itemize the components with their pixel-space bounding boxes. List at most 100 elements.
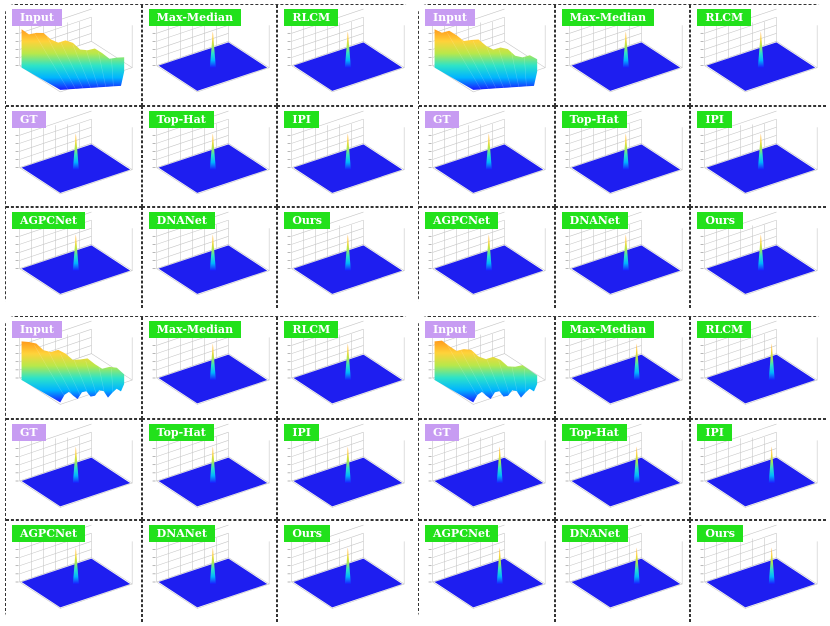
target-spike [706, 133, 816, 193]
panel-ipi: IPI [277, 418, 413, 521]
rlcm-3d-plot [700, 320, 819, 405]
target-peak [622, 133, 629, 170]
label-top-hat: Top-Hat [148, 111, 214, 128]
axes [152, 320, 270, 405]
label-top-hat: Top-Hat [561, 423, 627, 441]
panel-gt: GT [419, 106, 555, 207]
top-hat-3d-plot [565, 423, 683, 508]
max-median-3d-plot [152, 8, 270, 93]
input-3d-plot [428, 320, 546, 405]
panel-dnanet: DNANet [141, 207, 278, 308]
axes [15, 423, 133, 508]
axes [565, 423, 683, 508]
axes [565, 211, 683, 296]
target-spike [158, 343, 267, 404]
axes [700, 423, 819, 508]
top-hat-3d-plot [152, 110, 270, 195]
panel-top-hat: Top-Hat [554, 106, 691, 207]
label-input: Input [425, 9, 475, 26]
target-peak [209, 547, 216, 585]
label-ipi: IPI [284, 111, 319, 128]
label-rlcm: RLCM [284, 321, 339, 338]
target-peak [209, 343, 216, 381]
label-agpcnet: AGPCNet [425, 525, 499, 543]
panel-top-hat: Top-Hat [141, 106, 278, 207]
panel-ipi: IPI [690, 106, 826, 207]
axes [287, 320, 406, 405]
panel-gt: GT [6, 106, 142, 207]
scene-group-bottom-right: Input Max-Median RLCM GT Top-Hat IPI AGPCNet DN… [418, 316, 826, 622]
panel-gt: GT [419, 418, 555, 521]
target-peak [209, 445, 216, 483]
scene-group-top-left: Input Max-Median RLCM GT Top-Hat IPI AGPCNet DN… [5, 4, 413, 308]
target-peak [345, 31, 352, 68]
max-median-3d-plot [565, 320, 683, 405]
dnanet-3d-plot [565, 525, 683, 610]
panel-agpcnet: AGPCNet [419, 207, 555, 308]
label-ipi: IPI [697, 111, 732, 128]
target-spike [293, 343, 403, 404]
panel-dnanet: DNANet [554, 207, 691, 308]
ipi-3d-plot [700, 110, 819, 195]
intensity-surface [21, 29, 125, 90]
intensity-surface [434, 340, 538, 403]
target-spike [158, 133, 267, 193]
target-peak [72, 547, 79, 585]
agpcnet-3d-plot [428, 211, 546, 296]
ours-3d-plot [287, 211, 406, 296]
axes [287, 423, 406, 508]
panel-max-median: Max-Median [141, 5, 278, 106]
panel-agpcnet: AGPCNet [419, 520, 555, 622]
label-ipi: IPI [284, 423, 319, 441]
target-spike [571, 133, 680, 193]
target-peak [209, 31, 216, 68]
target-spike [293, 133, 403, 193]
gt-3d-plot [428, 423, 546, 508]
target-peak [633, 547, 640, 585]
axes [287, 110, 406, 195]
target-peak [496, 547, 503, 585]
intensity-surface [21, 341, 125, 403]
label-dnanet: DNANet [561, 212, 628, 229]
panel-ipi: IPI [277, 106, 413, 207]
label-agpcnet: AGPCNet [12, 525, 86, 543]
panel-rlcm: RLCM [690, 317, 826, 419]
target-spike [21, 133, 131, 193]
label-ours: Ours [697, 212, 743, 229]
flat-response-plane [434, 558, 544, 608]
rlcm-3d-plot [287, 8, 406, 93]
panel-input: Input [6, 317, 142, 419]
label-rlcm: RLCM [284, 9, 339, 26]
target-peak [485, 133, 492, 170]
label-gt: GT [425, 423, 459, 441]
panel-dnanet: DNANet [554, 520, 691, 622]
axes [152, 423, 270, 508]
target-peak [209, 133, 216, 170]
target-peak [485, 234, 492, 271]
ipi-3d-plot [287, 423, 406, 508]
label-top-hat: Top-Hat [148, 423, 214, 441]
axes [700, 8, 819, 93]
target-peak [345, 547, 352, 585]
label-max-median: Max-Median [561, 321, 655, 338]
panel-ours: Ours [690, 520, 826, 622]
label-ours: Ours [284, 525, 330, 543]
ipi-3d-plot [700, 423, 819, 508]
input-surface [434, 29, 538, 90]
axes [428, 423, 546, 508]
target-spike [571, 234, 680, 294]
target-spike [293, 445, 403, 507]
flat-response-plane [434, 457, 544, 507]
target-spike [293, 547, 403, 608]
panel-max-median: Max-Median [554, 317, 691, 419]
flat-response-plane [571, 354, 680, 404]
panel-rlcm: RLCM [277, 317, 413, 419]
target-peak [345, 234, 352, 271]
panel-rlcm: RLCM [690, 5, 826, 106]
dnanet-3d-plot [152, 211, 270, 296]
label-agpcnet: AGPCNet [12, 212, 86, 229]
flat-response-plane [706, 354, 816, 404]
target-peak [345, 133, 352, 170]
target-spike [434, 445, 544, 507]
target-spike [21, 234, 131, 294]
